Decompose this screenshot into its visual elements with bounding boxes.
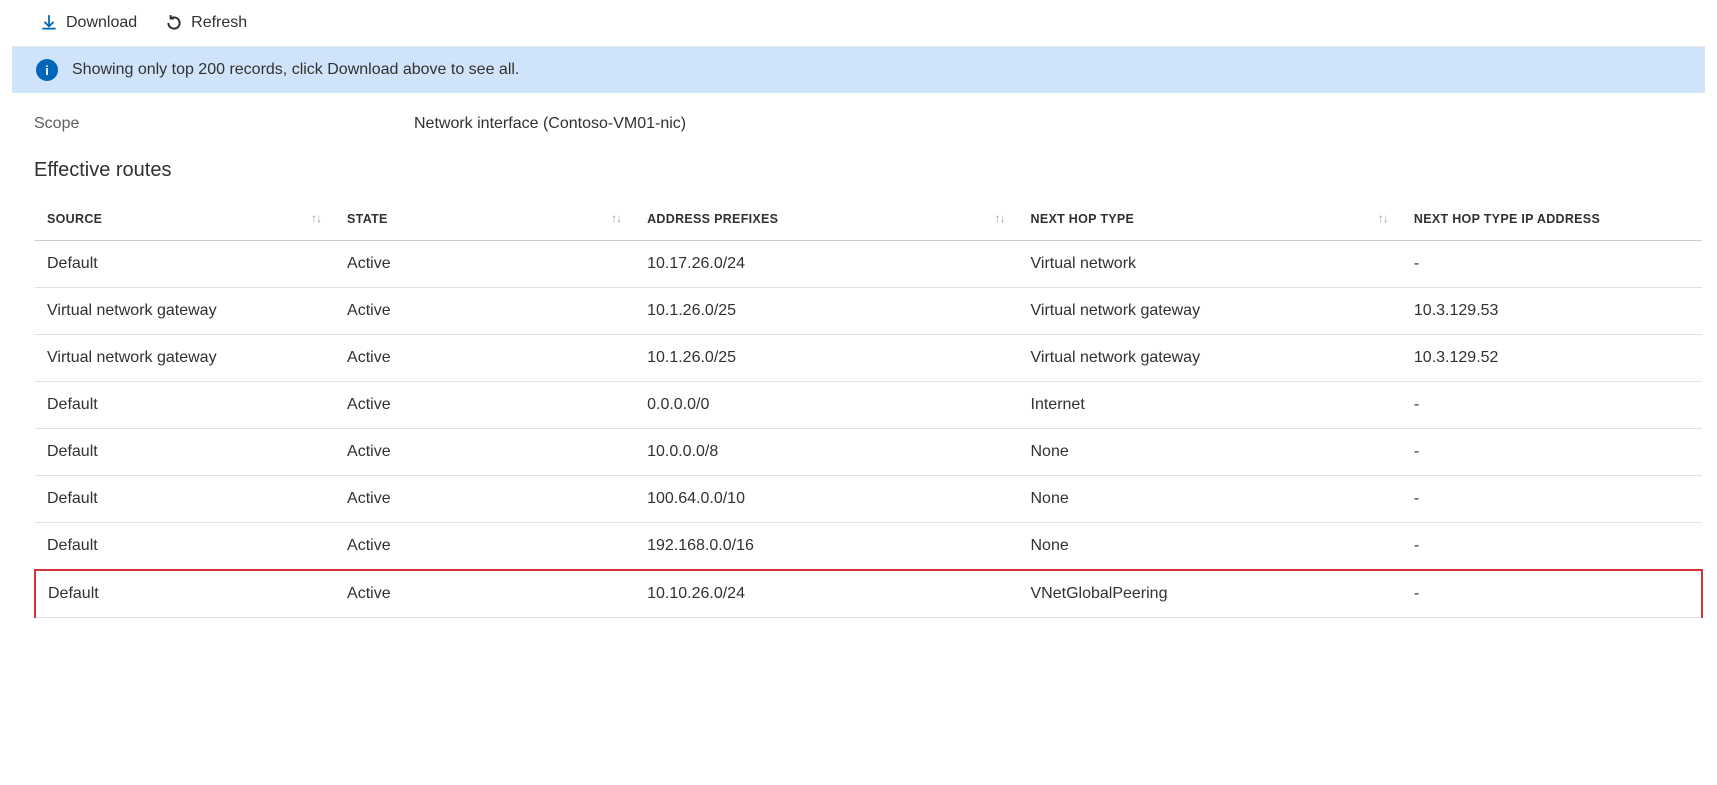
- cell-source: Default: [35, 382, 335, 429]
- cell-nhip: 10.3.129.52: [1402, 335, 1702, 382]
- col-state[interactable]: State↑↓: [335, 196, 635, 241]
- info-message: Showing only top 200 records, click Down…: [72, 61, 519, 79]
- cell-state: Active: [335, 382, 635, 429]
- cell-state: Active: [335, 523, 635, 571]
- table-row[interactable]: DefaultActive10.17.26.0/24Virtual networ…: [35, 241, 1702, 288]
- sort-icon: ↑↓: [311, 211, 321, 225]
- sort-icon: ↑↓: [1378, 211, 1388, 225]
- cell-source: Default: [35, 476, 335, 523]
- table-row[interactable]: DefaultActive0.0.0.0/0Internet-: [35, 382, 1702, 429]
- toolbar: Download Refresh: [12, 0, 1705, 47]
- scope-label: Scope: [34, 115, 414, 133]
- cell-nhip: -: [1402, 241, 1702, 288]
- cell-nhip: -: [1402, 382, 1702, 429]
- col-prefixes[interactable]: Address Prefixes↑↓: [635, 196, 1018, 241]
- cell-prefixes: 0.0.0.0/0: [635, 382, 1018, 429]
- cell-source: Virtual network gateway: [35, 288, 335, 335]
- cell-state: Active: [335, 429, 635, 476]
- cell-nhip: 10.3.129.53: [1402, 288, 1702, 335]
- cell-nhip: -: [1402, 429, 1702, 476]
- cell-nexthop: Virtual network gateway: [1019, 335, 1402, 382]
- cell-nexthop: None: [1019, 523, 1402, 571]
- sort-icon: ↑↓: [995, 211, 1005, 225]
- cell-nhip: -: [1402, 523, 1702, 571]
- cell-prefixes: 10.0.0.0/8: [635, 429, 1018, 476]
- cell-source: Default: [35, 241, 335, 288]
- cell-state: Active: [335, 570, 635, 618]
- cell-nhip: -: [1402, 476, 1702, 523]
- table-row[interactable]: DefaultActive100.64.0.0/10None-: [35, 476, 1702, 523]
- refresh-icon: [165, 14, 183, 32]
- cell-source: Default: [35, 523, 335, 571]
- cell-source: Virtual network gateway: [35, 335, 335, 382]
- scope-row: Scope Network interface (Contoso-VM01-ni…: [12, 93, 1705, 145]
- cell-nexthop: None: [1019, 476, 1402, 523]
- download-icon: [40, 14, 58, 32]
- cell-prefixes: 192.168.0.0/16: [635, 523, 1018, 571]
- cell-prefixes: 10.10.26.0/24: [635, 570, 1018, 618]
- refresh-button[interactable]: Refresh: [165, 14, 247, 32]
- info-icon: i: [36, 59, 58, 81]
- scope-value: Network interface (Contoso-VM01-nic): [414, 115, 686, 133]
- cell-prefixes: 10.1.26.0/25: [635, 288, 1018, 335]
- table-row[interactable]: DefaultActive192.168.0.0/16None-: [35, 523, 1702, 571]
- cell-nexthop: Virtual network: [1019, 241, 1402, 288]
- cell-state: Active: [335, 476, 635, 523]
- col-nhip[interactable]: Next Hop Type IP Address: [1402, 196, 1702, 241]
- cell-prefixes: 100.64.0.0/10: [635, 476, 1018, 523]
- cell-state: Active: [335, 335, 635, 382]
- table-row[interactable]: DefaultActive10.10.26.0/24VNetGlobalPeer…: [35, 570, 1702, 618]
- col-source[interactable]: Source↑↓: [35, 196, 335, 241]
- cell-prefixes: 10.17.26.0/24: [635, 241, 1018, 288]
- cell-prefixes: 10.1.26.0/25: [635, 335, 1018, 382]
- cell-state: Active: [335, 241, 635, 288]
- cell-state: Active: [335, 288, 635, 335]
- cell-nexthop: Internet: [1019, 382, 1402, 429]
- cell-nexthop: Virtual network gateway: [1019, 288, 1402, 335]
- table-row[interactable]: DefaultActive10.0.0.0/8None-: [35, 429, 1702, 476]
- cell-nexthop: VNetGlobalPeering: [1019, 570, 1402, 618]
- cell-nhip: -: [1402, 570, 1702, 618]
- table-header-row: Source↑↓ State↑↓ Address Prefixes↑↓ Next…: [35, 196, 1702, 241]
- col-nexthop[interactable]: Next Hop Type↑↓: [1019, 196, 1402, 241]
- download-button[interactable]: Download: [40, 14, 137, 32]
- table-row[interactable]: Virtual network gatewayActive10.1.26.0/2…: [35, 335, 1702, 382]
- refresh-label: Refresh: [191, 14, 247, 32]
- cell-nexthop: None: [1019, 429, 1402, 476]
- routes-table: Source↑↓ State↑↓ Address Prefixes↑↓ Next…: [34, 196, 1703, 618]
- cell-source: Default: [35, 570, 335, 618]
- table-row[interactable]: Virtual network gatewayActive10.1.26.0/2…: [35, 288, 1702, 335]
- info-bar: i Showing only top 200 records, click Do…: [12, 47, 1705, 93]
- section-title: Effective routes: [12, 145, 1705, 190]
- sort-icon: ↑↓: [611, 211, 621, 225]
- cell-source: Default: [35, 429, 335, 476]
- download-label: Download: [66, 14, 137, 32]
